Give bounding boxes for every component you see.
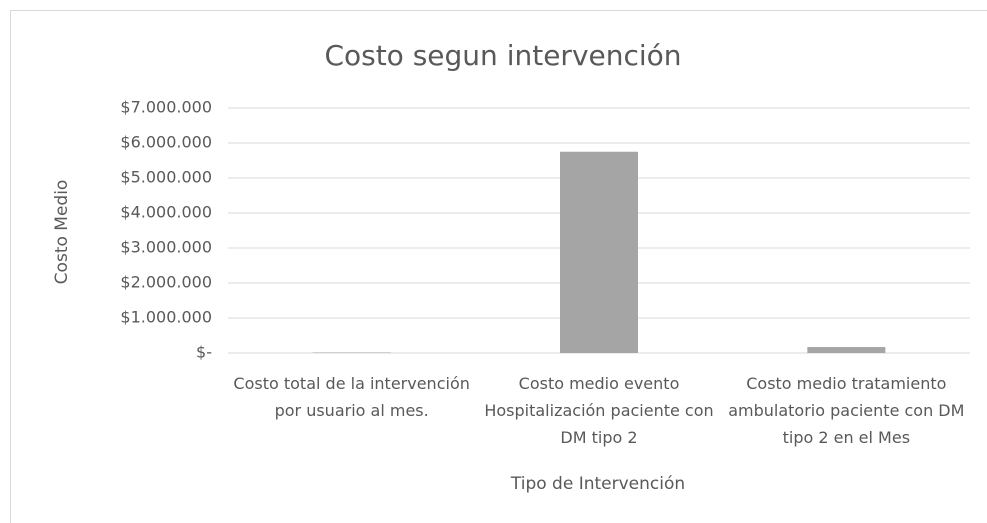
y-axis-label: Costo Medio [52, 180, 72, 285]
x-tick-label: Costo medio evento Hospitalización pacie… [484, 374, 714, 447]
chart-title: Costo segun intervención [324, 39, 681, 72]
x-tick-label: Costo medio tratamiento ambulatorio paci… [728, 374, 965, 447]
y-tick-label: $1.000.000 [120, 308, 212, 327]
y-tick-label: $2.000.000 [120, 273, 212, 292]
bar [560, 151, 638, 353]
bar [312, 352, 391, 353]
y-tick-label: $5.000.000 [120, 168, 212, 187]
bar [807, 347, 886, 353]
y-tick-label: $6.000.000 [120, 133, 212, 152]
y-tick-label: $7.000.000 [120, 98, 212, 117]
y-tick-label: $3.000.000 [120, 238, 212, 257]
y-tick-label: $4.000.000 [120, 203, 212, 222]
x-axis-label: Tipo de Intervención [510, 474, 685, 494]
x-tick-label: Costo total de la intervención por usuar… [233, 374, 470, 420]
chart-border [10, 10, 987, 523]
y-tick-label: $- [196, 343, 212, 362]
